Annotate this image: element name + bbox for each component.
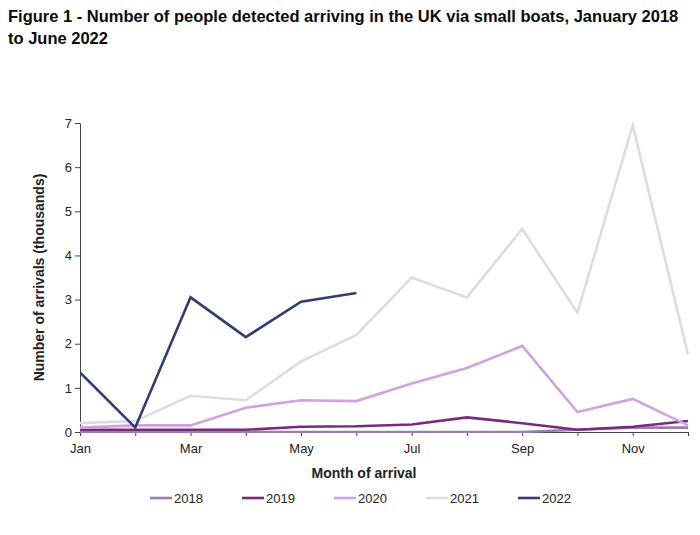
series-line bbox=[80, 417, 688, 429]
y-tick: 0 bbox=[65, 425, 80, 440]
y-tick-mark bbox=[75, 432, 80, 433]
y-tick-label: 2 bbox=[65, 336, 72, 351]
x-tick-label: Sep bbox=[511, 441, 534, 456]
y-axis-line bbox=[80, 124, 81, 433]
plot-area bbox=[80, 125, 688, 432]
x-tick: Mar bbox=[180, 432, 203, 456]
legend-label: 2020 bbox=[358, 491, 387, 506]
y-tick-mark bbox=[75, 388, 80, 389]
y-tick: 7 bbox=[65, 116, 80, 131]
legend-label: 2022 bbox=[542, 491, 571, 506]
y-tick-mark bbox=[75, 344, 80, 345]
y-tick-mark bbox=[75, 211, 80, 212]
y-tick: 5 bbox=[65, 204, 80, 219]
legend-item: 2019 bbox=[242, 491, 295, 506]
x-tick-label: May bbox=[289, 441, 314, 456]
legend-swatch bbox=[334, 497, 356, 500]
legend-label: 2018 bbox=[174, 491, 203, 506]
x-tick-label: Jul bbox=[404, 441, 421, 456]
y-tick-mark bbox=[75, 123, 80, 124]
x-axis: Jan Mar May Jul Sep Nov bbox=[70, 432, 688, 456]
x-tick: Jul bbox=[404, 432, 421, 456]
x-tick-mark bbox=[577, 432, 578, 436]
y-tick: 4 bbox=[65, 248, 80, 263]
series-line bbox=[80, 346, 688, 428]
series-line bbox=[80, 293, 356, 428]
legend-swatch bbox=[426, 497, 448, 500]
y-tick-label: 5 bbox=[65, 204, 72, 219]
x-axis-title: Month of arrival bbox=[311, 465, 416, 481]
x-tick-mark bbox=[688, 432, 689, 436]
y-tick-label: 4 bbox=[65, 248, 72, 263]
x-tick bbox=[688, 432, 689, 436]
y-tick-mark bbox=[75, 255, 80, 256]
x-tick-label: Jan bbox=[70, 441, 91, 456]
legend-swatch bbox=[518, 497, 540, 500]
y-tick: 1 bbox=[65, 381, 80, 396]
y-tick: 6 bbox=[65, 160, 80, 175]
y-tick-mark bbox=[75, 167, 80, 168]
y-tick: 2 bbox=[65, 336, 80, 351]
y-tick-label: 6 bbox=[65, 160, 72, 175]
x-tick: May bbox=[289, 432, 314, 456]
x-tick-label: Nov bbox=[622, 441, 646, 456]
legend-item: 2018 bbox=[150, 491, 203, 506]
legend-item: 2020 bbox=[334, 491, 387, 506]
chart: Figure 1 - Number of people detected arr… bbox=[0, 0, 700, 535]
y-tick-mark bbox=[75, 300, 80, 301]
series-line bbox=[80, 125, 688, 423]
y-tick: 3 bbox=[65, 292, 80, 307]
y-tick-label: 3 bbox=[65, 292, 72, 307]
x-tick-mark bbox=[633, 432, 634, 436]
legend-item: 2021 bbox=[426, 491, 479, 506]
y-tick-label: 7 bbox=[65, 116, 72, 131]
legend-item: 2022 bbox=[518, 491, 571, 506]
x-tick-label: Mar bbox=[180, 441, 203, 456]
x-tick: Sep bbox=[511, 432, 534, 456]
legend-label: 2021 bbox=[450, 491, 479, 506]
title: Figure 1 - Number of people detected arr… bbox=[8, 7, 678, 47]
y-tick-label: 0 bbox=[65, 425, 72, 440]
legend: 2018 2019 2020 2021 2022 bbox=[150, 491, 571, 506]
legend-label: 2019 bbox=[266, 491, 295, 506]
x-tick: Nov bbox=[622, 432, 646, 456]
legend-swatch bbox=[150, 497, 172, 500]
legend-swatch bbox=[242, 497, 264, 500]
y-tick-label: 1 bbox=[65, 381, 72, 396]
x-tick: Jan bbox=[70, 432, 91, 456]
x-tick bbox=[577, 432, 578, 436]
y-axis: 0 1 2 3 4 5 6 7 bbox=[65, 116, 81, 440]
y-axis-title: Number of arrivals (thousands) bbox=[31, 174, 47, 382]
